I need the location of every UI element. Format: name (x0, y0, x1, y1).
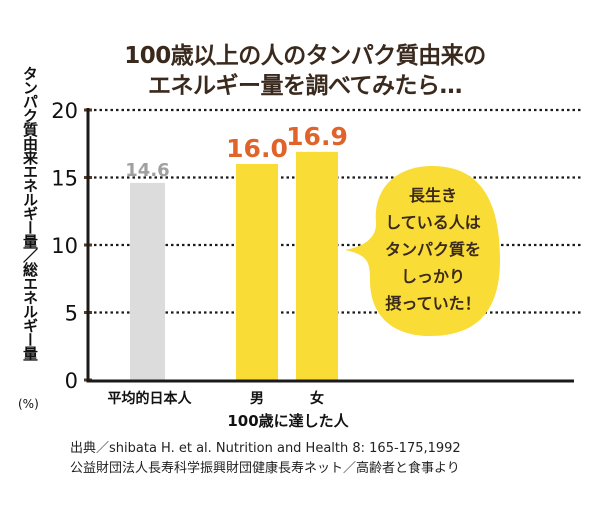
axes (86, 108, 574, 383)
annotation-line: 摂っていた！ (385, 294, 481, 313)
y-axis-unit: (%) (18, 397, 39, 411)
annotation-line: タンパク質を (384, 240, 481, 259)
source-line-1: 出典／shibata H. et al. Nutrition and Healt… (70, 441, 461, 456)
source-line-2: 公益財団法人長寿科学振興財団健康長寿ネット／高齢者と食事より (70, 461, 460, 476)
x-category-label: 男 (250, 391, 264, 407)
annotation-text: 長生き している人は タンパク質を しっかり 摂っていた！ (378, 182, 488, 317)
y-tick-label: 15 (51, 167, 78, 191)
annotation-line: している人は (385, 213, 481, 232)
annotation-line: しっかり (400, 267, 465, 286)
y-tick-label: 0 (65, 369, 78, 393)
y-axis-label: タンパク質由来エネルギー量／総エネルギー量 (21, 66, 39, 360)
y-tick-label: 20 (51, 99, 78, 123)
y-tick-label: 10 (51, 234, 78, 258)
bar-0 (130, 182, 165, 380)
bar-1 (236, 164, 278, 380)
x-category-label: 平均的日本人 (108, 390, 193, 407)
chart-title-line1: 100歳以上の人のタンパク質由来の (124, 43, 486, 69)
y-tick-label: 5 (65, 302, 78, 326)
bar-2 (296, 151, 338, 380)
annotation-line: 長生き (408, 186, 457, 205)
bar-value-label: 16.9 (286, 122, 348, 151)
chart-title-line2: エネルギー量を調べてみたら… (147, 73, 463, 99)
x-group-label: 100歳に達した人 (227, 412, 349, 430)
x-category-label: 女 (310, 390, 324, 407)
speech-bubble (345, 166, 500, 336)
bar-value-label: 16.0 (226, 134, 288, 163)
bar-value-label: 14.6 (125, 160, 169, 181)
